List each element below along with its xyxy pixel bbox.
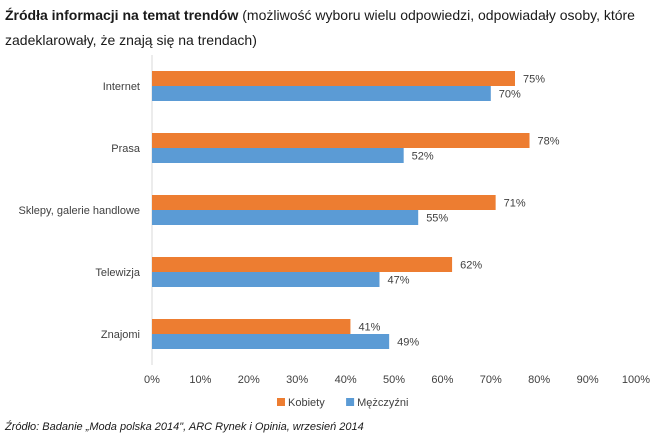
bar-mezczyzni: [152, 148, 404, 163]
x-tick-label: 70%: [480, 374, 502, 386]
category-label: Sklepy, galerie handlowe: [19, 205, 140, 217]
data-label: 49%: [397, 337, 419, 349]
x-tick-label: 80%: [528, 374, 550, 386]
x-tick-label: 50%: [383, 374, 405, 386]
data-label: 62%: [460, 260, 482, 272]
legend-label-mezczyzni: Mężczyźni: [357, 397, 408, 409]
chart-title-main: Źródła informacji na temat trendów: [5, 7, 239, 23]
data-label: 52%: [412, 151, 434, 163]
x-tick-label: 40%: [335, 374, 357, 386]
chart-title-subtitle: (możliwość wyboru wielu odpowiedzi, odpo…: [5, 7, 635, 48]
bar-kobiety: [152, 319, 351, 334]
bar-mezczyzni: [152, 86, 491, 101]
data-label: 41%: [358, 322, 380, 334]
x-tick-label: 10%: [189, 374, 211, 386]
bar-mezczyzni: [152, 334, 390, 349]
bar-kobiety: [152, 133, 530, 148]
category-label: Znajomi: [101, 329, 140, 341]
data-label: 75%: [523, 74, 545, 86]
x-tick-label: 90%: [577, 374, 599, 386]
legend-label-kobiety: Kobiety: [288, 397, 325, 409]
chart-title: Źródła informacji na temat trendów (możl…: [5, 3, 650, 53]
data-label: 71%: [504, 198, 526, 210]
x-tick-label: 100%: [622, 374, 650, 386]
bar-kobiety: [152, 71, 515, 86]
category-label: Telewizja: [95, 267, 141, 279]
data-label: 78%: [538, 136, 560, 148]
data-label: 70%: [499, 89, 521, 101]
legend-swatch-kobiety: [277, 398, 285, 406]
x-tick-label: 0%: [144, 374, 160, 386]
category-label: Internet: [103, 81, 140, 93]
x-tick-label: 20%: [238, 374, 260, 386]
x-tick-label: 60%: [431, 374, 453, 386]
legend-swatch-mezczyzni: [346, 398, 355, 406]
x-tick-label: 30%: [286, 374, 308, 386]
data-label: 47%: [387, 275, 409, 287]
bar-kobiety: [152, 257, 453, 272]
data-label: 55%: [426, 213, 448, 225]
bar-mezczyzni: [152, 272, 380, 287]
source-note: Źródło: Badanie „Moda polska 2014", ARC …: [5, 421, 364, 433]
bar-mezczyzni: [152, 210, 419, 225]
category-label: Prasa: [111, 143, 141, 155]
bar-kobiety: [152, 195, 496, 210]
